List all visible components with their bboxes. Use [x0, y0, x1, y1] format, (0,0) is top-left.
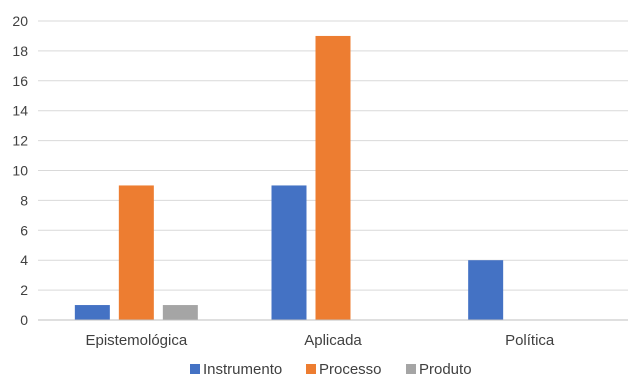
y-tick-label: 20 [12, 13, 28, 29]
bar-instrumento-2 [468, 260, 504, 320]
y-tick-label: 8 [20, 192, 28, 208]
legend: Instrumento Processo Produto [190, 361, 472, 378]
legend-label-processo: Processo [319, 361, 382, 378]
bar-instrumento-0 [74, 305, 110, 320]
bar-processo-0 [118, 185, 154, 320]
y-axis-tick-labels: 0 2 4 6 8 10 12 14 16 18 20 [12, 13, 28, 328]
legend-label-instrumento: Instrumento [203, 361, 282, 378]
y-tick-label: 0 [20, 312, 28, 328]
x-category-label: Política [505, 332, 555, 349]
y-tick-label: 4 [20, 252, 28, 268]
y-tick-label: 18 [12, 43, 28, 59]
y-tick-label: 2 [20, 282, 28, 298]
y-tick-label: 16 [12, 73, 28, 89]
legend-swatch-instrumento [190, 364, 200, 374]
y-tick-label: 10 [12, 163, 28, 179]
bar-instrumento-1 [271, 185, 307, 320]
bars [74, 35, 504, 320]
legend-swatch-processo [306, 364, 316, 374]
x-axis-category-labels: Epistemológica Aplicada Política [85, 332, 554, 349]
legend-swatch-produto [406, 364, 416, 374]
bar-processo-1 [315, 35, 351, 320]
legend-label-produto: Produto [419, 361, 472, 378]
bar-produto-0 [162, 305, 198, 320]
y-tick-label: 6 [20, 222, 28, 238]
x-category-label: Aplicada [304, 332, 362, 349]
x-category-label: Epistemológica [85, 332, 187, 349]
y-tick-label: 12 [12, 133, 28, 149]
y-tick-label: 14 [12, 103, 28, 119]
